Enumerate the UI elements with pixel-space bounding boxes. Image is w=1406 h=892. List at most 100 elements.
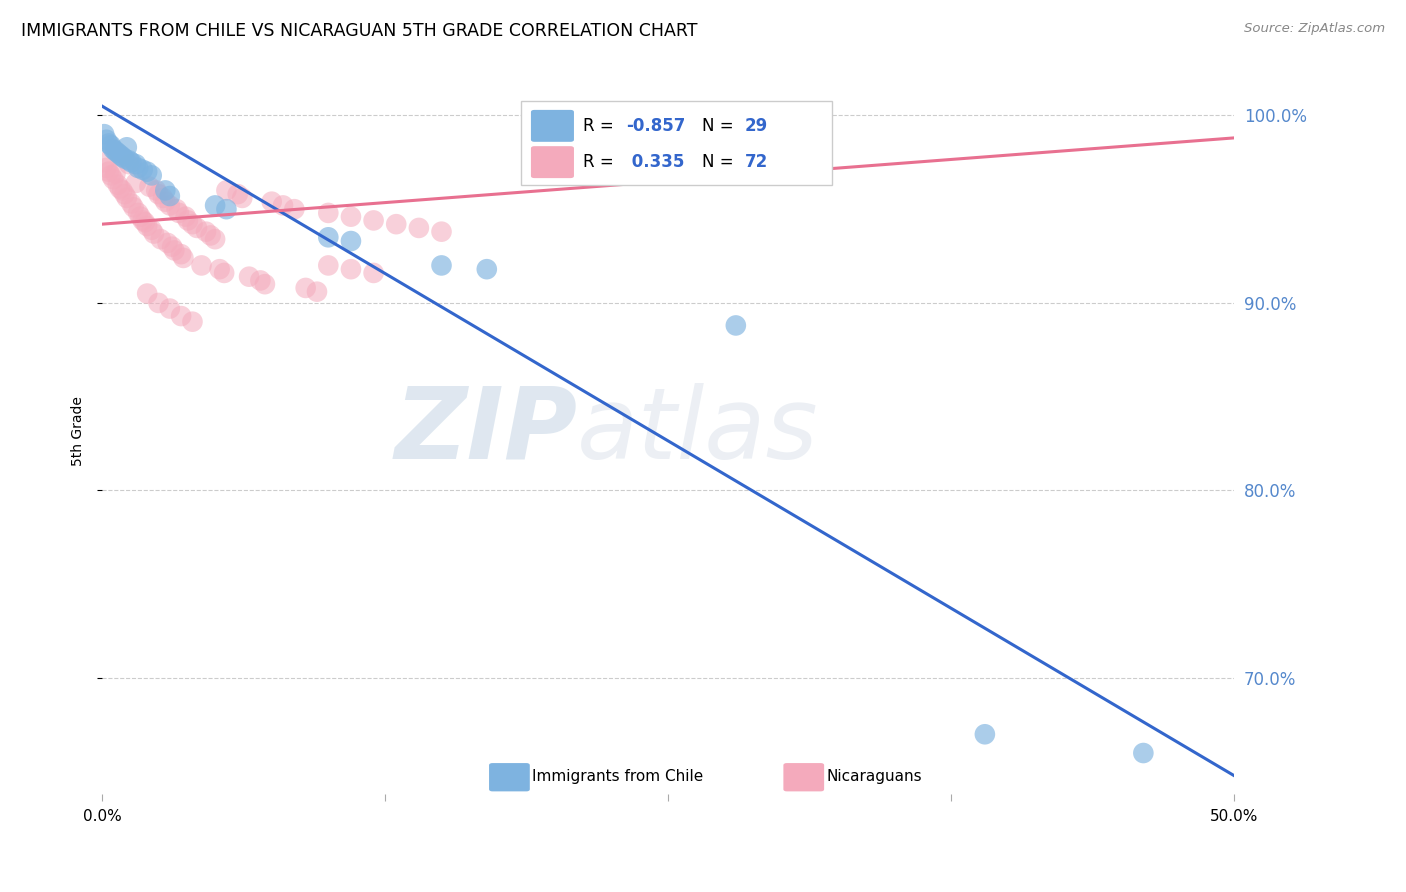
Text: Nicaraguans: Nicaraguans bbox=[827, 769, 922, 784]
Point bbox=[97, 136, 120, 151]
FancyBboxPatch shape bbox=[520, 101, 832, 185]
Point bbox=[149, 232, 172, 246]
Point bbox=[141, 223, 163, 237]
Point bbox=[318, 230, 340, 244]
Text: ZIP: ZIP bbox=[394, 383, 578, 480]
Point bbox=[159, 301, 181, 316]
Point bbox=[249, 273, 271, 287]
Point bbox=[100, 138, 122, 153]
Point bbox=[318, 206, 340, 220]
Point bbox=[160, 240, 183, 254]
Point bbox=[115, 191, 138, 205]
Point bbox=[190, 259, 212, 273]
Point bbox=[127, 206, 149, 220]
Point bbox=[208, 262, 231, 277]
Point bbox=[103, 172, 125, 186]
Point bbox=[136, 164, 159, 178]
Point bbox=[163, 244, 186, 258]
Point bbox=[93, 155, 115, 169]
Point bbox=[155, 183, 177, 197]
Point bbox=[271, 198, 294, 212]
Point bbox=[167, 206, 190, 220]
Point bbox=[305, 285, 328, 299]
Point bbox=[103, 142, 125, 156]
Point bbox=[125, 157, 148, 171]
Y-axis label: 5th Grade: 5th Grade bbox=[72, 396, 86, 467]
Point bbox=[430, 225, 453, 239]
Point bbox=[166, 202, 188, 216]
Point bbox=[475, 262, 498, 277]
Point bbox=[118, 157, 141, 171]
Point bbox=[195, 225, 218, 239]
Point bbox=[200, 228, 222, 243]
Point bbox=[215, 202, 238, 216]
Point bbox=[104, 144, 127, 158]
Point bbox=[155, 194, 177, 209]
Text: 0.0%: 0.0% bbox=[83, 809, 121, 824]
Point bbox=[138, 179, 160, 194]
Point bbox=[363, 213, 385, 227]
Point bbox=[107, 145, 129, 160]
Point bbox=[340, 234, 363, 248]
Point bbox=[186, 221, 208, 235]
Point bbox=[215, 183, 238, 197]
Point bbox=[973, 727, 995, 741]
Point bbox=[238, 269, 260, 284]
FancyBboxPatch shape bbox=[531, 110, 574, 142]
Point bbox=[136, 286, 159, 301]
Point bbox=[159, 198, 181, 212]
Point bbox=[283, 202, 305, 216]
Point bbox=[1132, 746, 1154, 760]
Point bbox=[131, 162, 153, 177]
Point bbox=[204, 198, 226, 212]
Text: 72: 72 bbox=[745, 153, 768, 171]
Point bbox=[724, 318, 747, 333]
Point bbox=[96, 133, 118, 147]
Point bbox=[159, 189, 181, 203]
Point bbox=[294, 281, 316, 295]
Point bbox=[129, 210, 152, 224]
Point bbox=[114, 187, 136, 202]
Text: Source: ZipAtlas.com: Source: ZipAtlas.com bbox=[1244, 22, 1385, 36]
Text: 0.335: 0.335 bbox=[626, 153, 685, 171]
Point bbox=[127, 161, 149, 175]
Point bbox=[204, 232, 226, 246]
Point bbox=[177, 213, 200, 227]
Point bbox=[97, 164, 120, 178]
Point bbox=[181, 217, 204, 231]
FancyBboxPatch shape bbox=[489, 763, 530, 791]
Text: IMMIGRANTS FROM CHILE VS NICARAGUAN 5TH GRADE CORRELATION CHART: IMMIGRANTS FROM CHILE VS NICARAGUAN 5TH … bbox=[21, 22, 697, 40]
Point bbox=[114, 152, 136, 166]
Text: 50.0%: 50.0% bbox=[1209, 809, 1258, 824]
Point bbox=[181, 315, 204, 329]
Text: R =: R = bbox=[583, 153, 619, 171]
Point bbox=[174, 210, 197, 224]
Text: Immigrants from Chile: Immigrants from Chile bbox=[531, 769, 703, 784]
Point bbox=[120, 155, 142, 169]
Point bbox=[156, 235, 179, 250]
Point bbox=[115, 140, 138, 154]
Point bbox=[152, 191, 174, 205]
Point bbox=[145, 183, 167, 197]
FancyBboxPatch shape bbox=[531, 146, 574, 178]
Point bbox=[131, 213, 153, 227]
Text: -0.857: -0.857 bbox=[626, 117, 685, 135]
Point bbox=[141, 169, 163, 183]
Point bbox=[136, 219, 159, 233]
Text: atlas: atlas bbox=[578, 383, 818, 480]
Point bbox=[226, 187, 249, 202]
Point bbox=[108, 148, 131, 162]
Point bbox=[430, 259, 453, 273]
FancyBboxPatch shape bbox=[783, 763, 824, 791]
Point bbox=[111, 150, 134, 164]
Point bbox=[170, 309, 193, 323]
Point bbox=[212, 266, 235, 280]
Point bbox=[408, 221, 430, 235]
Point bbox=[118, 153, 141, 168]
Point bbox=[172, 251, 194, 265]
Point bbox=[111, 183, 134, 197]
Point bbox=[96, 161, 118, 175]
Text: R =: R = bbox=[583, 117, 619, 135]
Point bbox=[340, 262, 363, 277]
Point bbox=[318, 259, 340, 273]
